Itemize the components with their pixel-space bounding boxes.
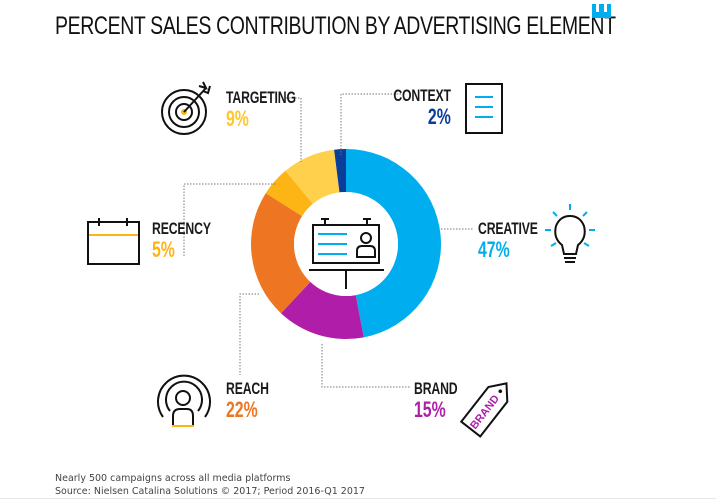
target-icon — [161, 81, 211, 135]
footer-note: Nearly 500 campaigns across all media pl… — [55, 473, 291, 484]
label-reach: REACH 22% — [226, 379, 285, 423]
label-creative: CREATIVE 47% — [478, 219, 561, 263]
footer-source: Source: Nielsen Catalina Solutions © 201… — [55, 486, 365, 497]
segment-value: 5% — [152, 237, 175, 262]
broadcast-person-icon — [157, 374, 211, 427]
lightbulb-icon — [545, 204, 595, 263]
label-brand: BRAND 15% — [414, 379, 474, 423]
calendar-icon — [87, 218, 140, 265]
segment-name: RECENCY — [152, 219, 211, 238]
leader-brand — [321, 344, 410, 388]
leader-recency — [183, 183, 276, 256]
document-icon — [465, 83, 503, 134]
leader-targeting — [286, 97, 302, 162]
donut-segment-brand — [280, 281, 364, 340]
leader-lines — [183, 93, 474, 388]
donut-segment-context — [334, 149, 346, 193]
donut-segment-recency — [265, 170, 313, 217]
chart-title: PERCENT SALES CONTRIBUTION BY ADVERTISIN… — [55, 12, 616, 40]
segment-name: REACH — [226, 379, 269, 398]
donut-segment-reach — [251, 193, 311, 314]
billboard-icon — [309, 218, 384, 289]
label-recency: RECENCY 5% — [152, 219, 234, 263]
donut-segment-targeting — [285, 149, 340, 204]
leader-context — [340, 93, 401, 155]
label-targeting: TARGETING 9% — [226, 88, 323, 132]
segment-value: 15% — [414, 397, 446, 422]
footer-divider — [0, 498, 716, 499]
segment-value: 47% — [478, 237, 510, 262]
footer: Nearly 500 campaigns across all media pl… — [55, 472, 365, 498]
segment-value: 2% — [428, 104, 451, 129]
label-context: CONTEXT 2% — [371, 86, 452, 130]
segment-name: CREATIVE — [478, 219, 538, 238]
segment-value: 9% — [226, 106, 249, 131]
segment-name: BRAND — [414, 379, 458, 398]
leader-reach — [239, 293, 259, 375]
brand-logo-icon — [592, 4, 611, 18]
segment-name: TARGETING — [226, 88, 296, 107]
segment-name: CONTEXT — [393, 86, 452, 105]
segment-value: 22% — [226, 397, 258, 422]
donut-segment-creative — [346, 149, 442, 338]
